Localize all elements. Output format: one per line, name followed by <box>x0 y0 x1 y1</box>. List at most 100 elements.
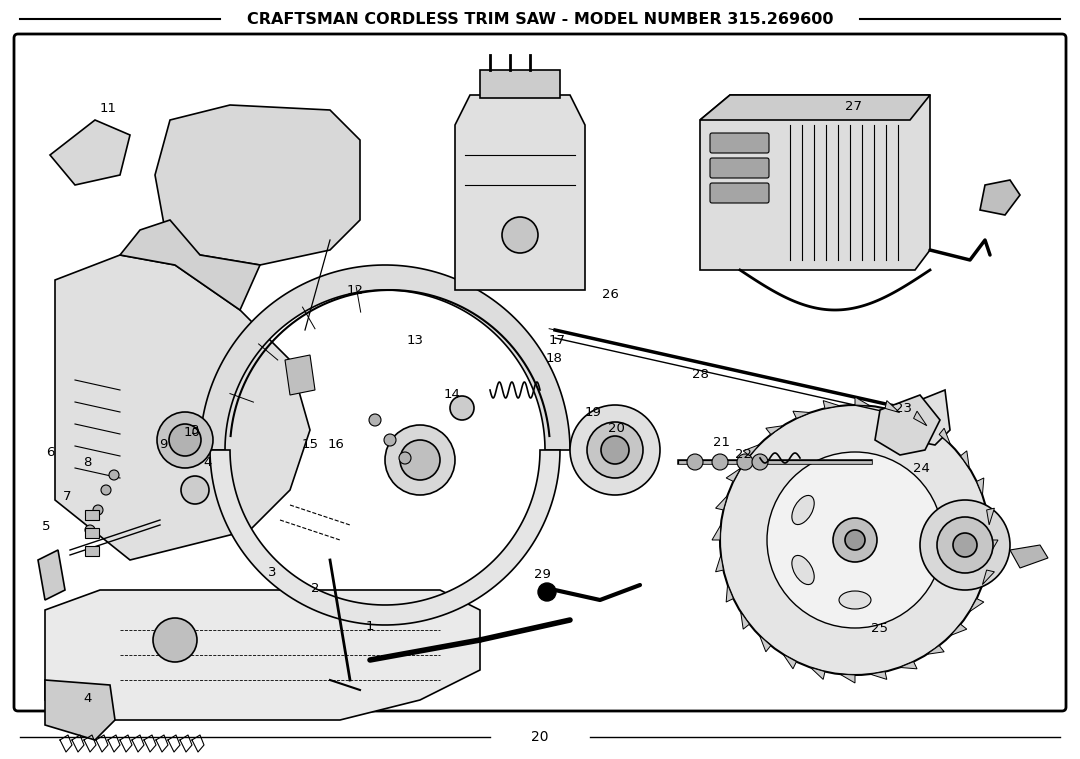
Text: 28: 28 <box>691 369 708 382</box>
Circle shape <box>168 424 201 456</box>
Text: 1: 1 <box>366 619 375 632</box>
Circle shape <box>538 583 556 601</box>
Text: 27: 27 <box>845 100 862 114</box>
Text: 17: 17 <box>549 333 566 347</box>
Polygon shape <box>983 570 995 584</box>
Text: 6: 6 <box>45 446 54 459</box>
Text: 3: 3 <box>191 424 199 436</box>
Polygon shape <box>914 411 927 426</box>
Text: 3: 3 <box>268 565 276 578</box>
Polygon shape <box>45 590 480 720</box>
FancyBboxPatch shape <box>710 133 769 153</box>
Text: 7: 7 <box>63 490 71 503</box>
Circle shape <box>737 454 753 470</box>
Polygon shape <box>810 667 825 679</box>
Circle shape <box>384 434 396 446</box>
Circle shape <box>157 412 213 468</box>
Polygon shape <box>716 555 724 572</box>
Polygon shape <box>987 509 995 525</box>
Polygon shape <box>875 395 940 455</box>
Text: 20: 20 <box>608 421 624 434</box>
Circle shape <box>570 405 660 495</box>
Circle shape <box>400 440 440 480</box>
Polygon shape <box>55 255 310 560</box>
Polygon shape <box>823 401 840 408</box>
Text: 23: 23 <box>895 402 913 415</box>
Text: 21: 21 <box>714 436 730 449</box>
Text: CRAFTSMAN CORDLESS TRIM SAW - MODEL NUMBER 315.269600: CRAFTSMAN CORDLESS TRIM SAW - MODEL NUMB… <box>246 11 834 27</box>
Ellipse shape <box>792 496 814 524</box>
Polygon shape <box>455 95 585 290</box>
Text: 26: 26 <box>602 288 619 301</box>
Text: 10: 10 <box>184 426 201 439</box>
Polygon shape <box>759 635 771 652</box>
Text: 2: 2 <box>311 582 320 596</box>
Circle shape <box>399 452 411 464</box>
Polygon shape <box>940 428 950 445</box>
Polygon shape <box>120 220 260 310</box>
Circle shape <box>687 454 703 470</box>
Circle shape <box>937 517 993 573</box>
Text: 22: 22 <box>735 449 753 461</box>
Circle shape <box>720 405 990 675</box>
Circle shape <box>384 425 455 495</box>
Polygon shape <box>900 662 917 669</box>
Polygon shape <box>743 445 759 456</box>
Polygon shape <box>726 584 733 602</box>
Circle shape <box>102 485 111 495</box>
Polygon shape <box>793 411 810 418</box>
Circle shape <box>833 518 877 562</box>
Ellipse shape <box>839 591 870 609</box>
Circle shape <box>502 217 538 253</box>
Text: 12: 12 <box>347 284 364 297</box>
Polygon shape <box>726 468 741 481</box>
Text: 29: 29 <box>534 568 551 581</box>
Polygon shape <box>1010 545 1048 568</box>
Circle shape <box>85 525 95 535</box>
Text: 15: 15 <box>301 439 319 452</box>
Polygon shape <box>885 401 900 413</box>
Bar <box>480 70 561 98</box>
Text: 5: 5 <box>42 521 51 534</box>
Text: 24: 24 <box>913 461 930 474</box>
Text: 20: 20 <box>531 730 549 744</box>
Text: 18: 18 <box>545 351 563 364</box>
FancyBboxPatch shape <box>710 183 769 203</box>
Polygon shape <box>970 599 984 612</box>
Polygon shape <box>45 680 114 740</box>
Circle shape <box>920 500 1010 590</box>
Circle shape <box>93 505 103 515</box>
Text: 16: 16 <box>327 439 345 452</box>
Polygon shape <box>210 450 561 625</box>
Circle shape <box>181 476 210 504</box>
Polygon shape <box>960 451 970 468</box>
Polygon shape <box>156 105 360 265</box>
Text: 4: 4 <box>204 455 212 468</box>
Text: 13: 13 <box>406 335 423 348</box>
Circle shape <box>767 452 943 628</box>
Polygon shape <box>855 397 870 406</box>
Text: 8: 8 <box>83 456 91 470</box>
Polygon shape <box>712 525 720 540</box>
FancyBboxPatch shape <box>14 34 1066 711</box>
Polygon shape <box>50 120 130 185</box>
Circle shape <box>109 470 119 480</box>
Ellipse shape <box>792 556 814 584</box>
Text: 11: 11 <box>99 102 117 115</box>
Circle shape <box>450 396 474 420</box>
Text: 4: 4 <box>84 691 92 704</box>
Polygon shape <box>38 550 65 600</box>
Polygon shape <box>989 540 998 555</box>
Polygon shape <box>840 674 855 683</box>
Text: 9: 9 <box>159 437 167 451</box>
Circle shape <box>153 618 197 662</box>
Polygon shape <box>910 390 950 445</box>
Circle shape <box>369 414 381 426</box>
Polygon shape <box>741 612 750 629</box>
Text: 19: 19 <box>584 407 602 420</box>
FancyBboxPatch shape <box>710 158 769 178</box>
Polygon shape <box>766 426 783 434</box>
Polygon shape <box>285 355 315 395</box>
Polygon shape <box>870 672 887 679</box>
Polygon shape <box>200 265 570 450</box>
